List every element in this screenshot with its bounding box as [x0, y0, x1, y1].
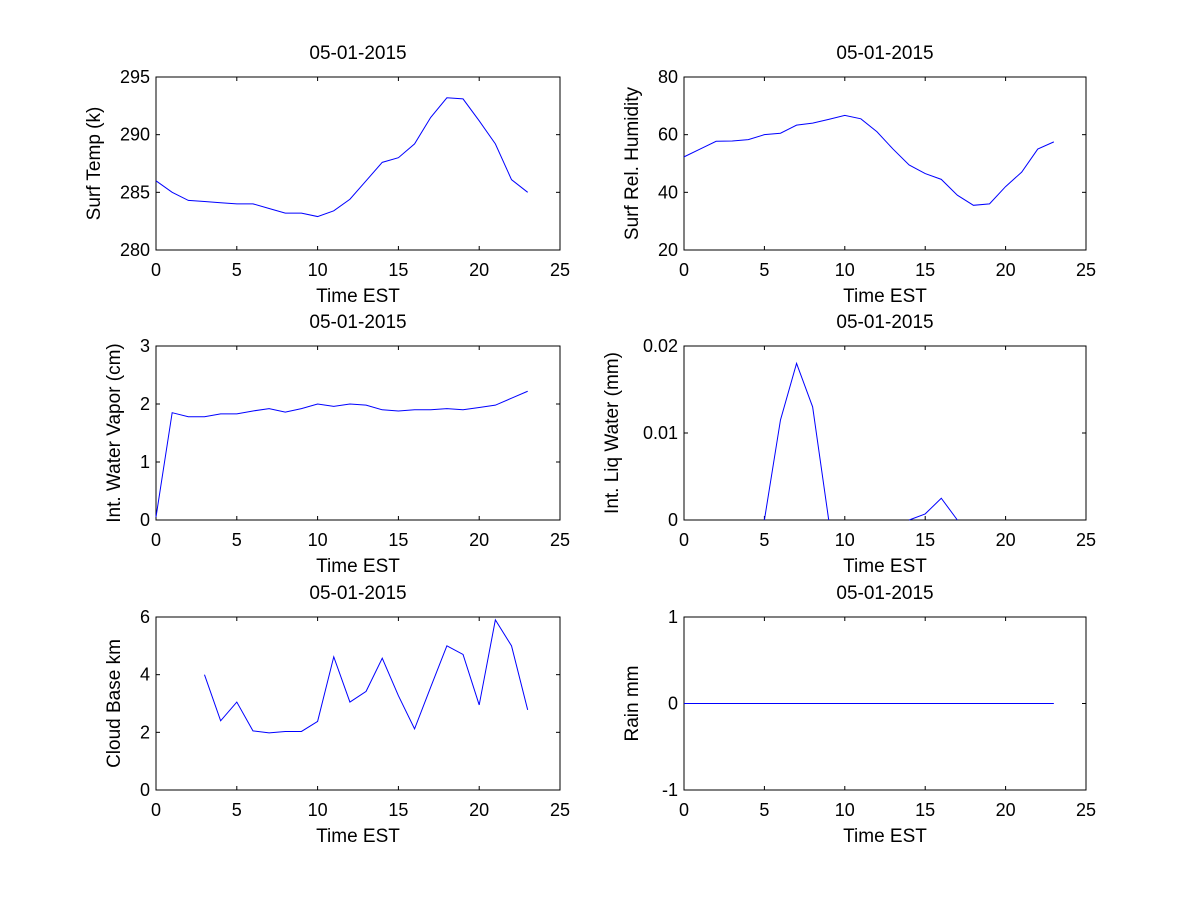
chart-title: 05-01-2015	[836, 583, 933, 604]
x-tick-label: 25	[1076, 800, 1096, 820]
plot-frame	[683, 76, 1087, 251]
y-axis-label: Surf Temp (k)	[84, 107, 105, 221]
chart-title: 05-01-2015	[309, 583, 406, 604]
x-tick-label: 15	[388, 260, 408, 280]
x-tick-label: 15	[915, 530, 935, 550]
y-tick-label: 60	[658, 125, 678, 145]
y-axis-label: Int. Liq Water (mm)	[602, 352, 623, 514]
y-tick-label: 3	[140, 336, 150, 356]
y-tick-label: 280	[120, 240, 150, 260]
y-tick-label: 295	[120, 67, 150, 87]
x-tick-label: 10	[308, 260, 328, 280]
chart-panel-1: 0 5 10 15 20 25 20 40 60 80 05-01-2015 Time EST Surf…	[622, 43, 1096, 307]
chart-title: 05-01-2015	[836, 312, 933, 333]
x-tick-label: 25	[550, 530, 570, 550]
y-tick-label: 40	[658, 182, 678, 202]
x-tick-label: 0	[679, 260, 689, 280]
chart-panel-2: 0 5 10 15 20 25 0 1 2 3 05-01-2015 Time EST Int. Wat…	[104, 312, 570, 577]
x-axis-label: Time EST	[843, 826, 927, 847]
y-tick-label: 20	[658, 240, 678, 260]
plot-frame	[683, 345, 1087, 521]
y-tick-label: 6	[140, 607, 150, 627]
x-tick-label: 0	[151, 530, 161, 550]
x-tick-label: 20	[469, 260, 489, 280]
y-tick-label: 1	[668, 607, 678, 627]
x-tick-label: 5	[759, 530, 769, 550]
y-tick-label: 2	[140, 394, 150, 414]
series-line-0	[204, 618, 529, 734]
y-tick-label: 4	[140, 665, 150, 685]
y-axis-label: Int. Water Vapor (cm)	[104, 343, 125, 522]
x-tick-label: 10	[308, 800, 328, 820]
x-axis-label: Time EST	[843, 556, 927, 577]
y-axis-label: Rain mm	[622, 665, 643, 741]
plot-frame	[155, 345, 561, 521]
chart-title: 05-01-2015	[309, 43, 406, 64]
y-tick-label: -1	[662, 780, 678, 800]
y-tick-label: 80	[658, 67, 678, 87]
chart-title: 05-01-2015	[836, 43, 933, 64]
x-axis-label: Time EST	[316, 826, 400, 847]
chart-panel-3: 0 5 10 15 20 25 0 0.01 0.02 05-01-2015 Time EST Int…	[602, 312, 1096, 577]
x-axis-label: Time EST	[843, 286, 927, 307]
x-tick-label: 0	[679, 530, 689, 550]
series-line-0	[763, 361, 830, 521]
y-tick-label: 1	[140, 452, 150, 472]
x-tick-label: 0	[679, 800, 689, 820]
x-tick-label: 10	[835, 530, 855, 550]
y-tick-label: 0	[140, 510, 150, 530]
plot-frame	[155, 76, 561, 251]
series-line-0	[155, 97, 528, 218]
x-tick-label: 5	[759, 800, 769, 820]
y-tick-label: 0	[668, 510, 678, 530]
chart-panel-0: 0 5 10 15 20 25 280 285 290 295 05-01-2015 Time EST…	[84, 43, 570, 307]
y-axis-label: Surf Rel. Humidity	[622, 86, 643, 240]
x-tick-label: 5	[232, 530, 242, 550]
x-tick-label: 20	[469, 530, 489, 550]
series-line-1	[908, 497, 958, 521]
x-tick-label: 15	[915, 260, 935, 280]
x-tick-label: 15	[388, 800, 408, 820]
x-tick-label: 0	[151, 260, 161, 280]
x-tick-label: 20	[996, 260, 1016, 280]
y-tick-label: 0	[668, 694, 678, 714]
x-tick-label: 25	[1076, 530, 1096, 550]
x-tick-label: 20	[996, 800, 1016, 820]
plot-frame	[155, 616, 561, 791]
x-tick-label: 5	[759, 260, 769, 280]
y-tick-label: 290	[120, 125, 150, 145]
y-tick-label: 0.01	[643, 423, 678, 443]
x-tick-label: 25	[550, 800, 570, 820]
x-tick-label: 25	[550, 260, 570, 280]
x-tick-label: 10	[308, 530, 328, 550]
x-tick-label: 20	[469, 800, 489, 820]
y-tick-label: 0.02	[643, 336, 678, 356]
x-axis-label: Time EST	[316, 556, 400, 577]
chart-title: 05-01-2015	[309, 312, 406, 333]
x-tick-label: 10	[835, 260, 855, 280]
x-tick-label: 15	[915, 800, 935, 820]
x-tick-label: 25	[1076, 260, 1096, 280]
x-tick-label: 20	[996, 530, 1016, 550]
x-tick-label: 5	[232, 800, 242, 820]
y-tick-label: 285	[120, 182, 150, 202]
chart-panel-4: 0 5 10 15 20 25 0 2 4 6 05-01-2015 Time EST Cloud Ba…	[104, 583, 570, 847]
y-tick-label: 2	[140, 722, 150, 742]
series-line-0	[683, 114, 1055, 206]
y-axis-label: Cloud Base km	[104, 639, 125, 768]
series-line-0	[155, 390, 528, 518]
x-tick-label: 10	[835, 800, 855, 820]
y-tick-label: 0	[140, 780, 150, 800]
x-tick-label: 0	[151, 800, 161, 820]
x-axis-label: Time EST	[316, 286, 400, 307]
x-tick-label: 5	[232, 260, 242, 280]
x-tick-label: 15	[388, 530, 408, 550]
